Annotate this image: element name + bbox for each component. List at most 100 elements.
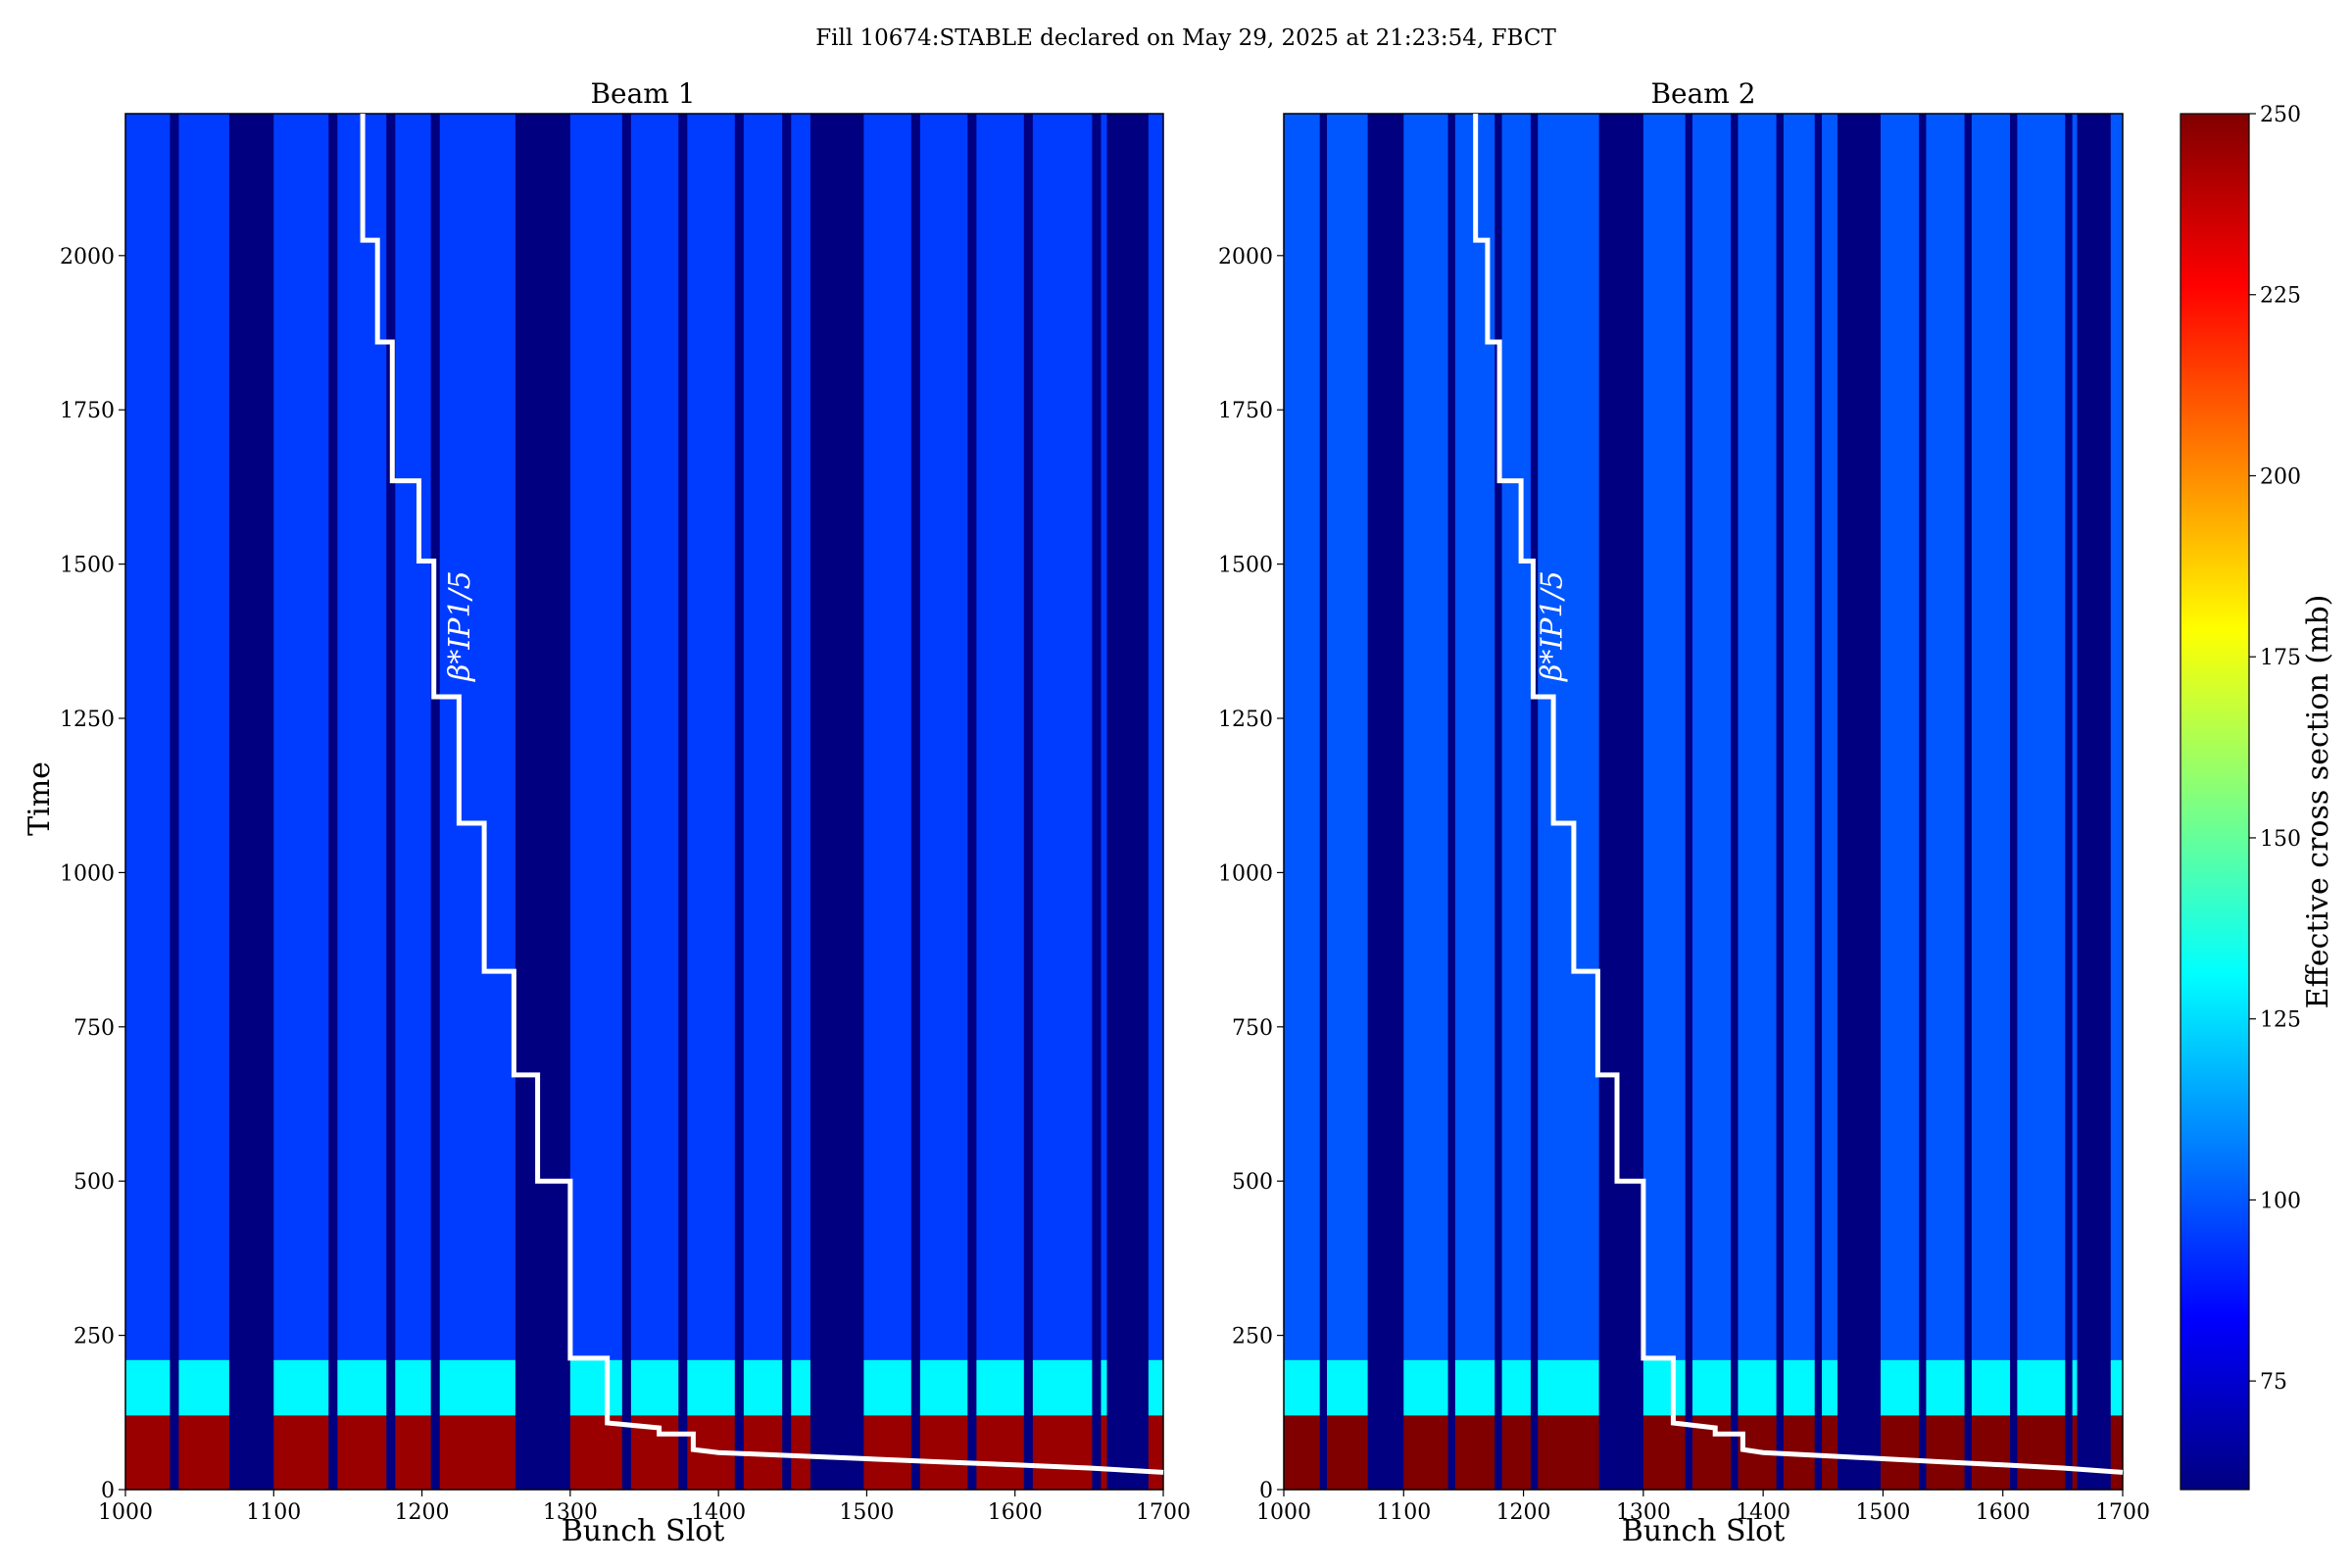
heatmap-train-bulk [791, 114, 810, 1360]
heatmap-train-midband [439, 1359, 515, 1416]
x-tick-label: 1600 [988, 1500, 1043, 1525]
heatmap-train-midband [395, 1359, 431, 1416]
heatmap-train-midband [1148, 1359, 1163, 1416]
beta-star-label: β*IP1/5 [443, 570, 477, 682]
heatmap-train-high [439, 1415, 515, 1490]
beam1-ticks: 1000 1100 1200 1300 1400 1500 1600 1700 0 250 500 7… [60, 245, 1191, 1525]
colorbar-gradient [2180, 113, 2250, 1491]
heatmap-train-midband [337, 1359, 387, 1416]
heatmap-train-high [919, 1415, 968, 1490]
heatmap-train-high [2110, 1415, 2123, 1490]
x-tick-label: 1400 [691, 1500, 746, 1525]
axes-frame [124, 113, 1164, 1491]
colorbar-tick-label: 100 [2260, 1189, 2301, 1213]
heatmap-train-bulk [125, 114, 171, 1360]
x-tick-label: 1600 [1976, 1500, 2031, 1525]
heatmap-train-high [1148, 1415, 1163, 1490]
heatmap-train-high [569, 1415, 622, 1490]
heatmap-train-high [976, 1415, 1024, 1490]
colorbar-tick-label: 225 [2260, 284, 2301, 309]
heatmap-train-bulk [1691, 114, 1732, 1360]
heatmap-train-bulk [630, 114, 679, 1360]
heatmap-train-bulk [1327, 114, 1368, 1360]
heatmap-train-midband [919, 1359, 968, 1416]
beam1-title: Beam 1 [590, 77, 695, 110]
colorbar-tick-label: 250 [2260, 103, 2301, 127]
heatmap-train-bulk [919, 114, 968, 1360]
heatmap-train-midband [178, 1359, 229, 1416]
x-tick-label: 1700 [1136, 1500, 1191, 1525]
heatmap-train-bulk [2072, 114, 2078, 1360]
figure-suptitle: Fill 10674:STABLE declared on May 29, 20… [815, 25, 1556, 51]
heatmap-train-midband [1822, 1359, 1838, 1416]
x-tick-label: 1500 [839, 1500, 894, 1525]
heatmap-train-bulk [2017, 114, 2066, 1360]
heatmap-train-high [1101, 1415, 1107, 1490]
heatmap-train-midband [1403, 1359, 1448, 1416]
beam2-panel: Beam 2 1000 1100 1200 1300 1400 1500 1600 1700 0… [1218, 77, 2150, 1548]
beam2-beta-star-line: β*IP1/5 [1473, 114, 2124, 1475]
colorbar-tick-label: 175 [2260, 646, 2301, 670]
heatmap-train-midband [1032, 1359, 1093, 1416]
y-tick-label: 2000 [60, 245, 115, 270]
colorbar-tick-label: 75 [2260, 1370, 2287, 1395]
heatmap-train-midband [1327, 1359, 1368, 1416]
heatmap-train-midband [1538, 1359, 1599, 1416]
heatmap-train-midband [1738, 1359, 1777, 1416]
heatmap-train-high [1880, 1415, 1920, 1490]
y-tick-label: 1250 [60, 708, 115, 732]
heatmap-train-bulk [273, 114, 329, 1360]
heatmap-train-high [1327, 1415, 1368, 1490]
heatmap-train-bulk [1783, 114, 1815, 1360]
heatmap-train-bulk [1926, 114, 1965, 1360]
beam1-beta-star-line: β*IP1/5 [360, 114, 1164, 1475]
heatmap-train-bulk [687, 114, 735, 1360]
heatmap-train-midband [1691, 1359, 1732, 1416]
heatmap-train-bulk [569, 114, 622, 1360]
heatmap-train-midband [1926, 1359, 1965, 1416]
heatmap-train-midband [743, 1359, 783, 1416]
heatmap-train-bulk [1738, 114, 1777, 1360]
heatmap-train-midband [1454, 1359, 1495, 1416]
beam2-title: Beam 2 [1650, 77, 1755, 110]
heatmap-train-high [1642, 1415, 1686, 1490]
heatmap-train-midband [273, 1359, 329, 1416]
heatmap-train-bulk [743, 114, 783, 1360]
heatmap-train-high [1822, 1415, 1838, 1490]
heatmap-train-midband [1783, 1359, 1815, 1416]
x-tick-label: 1300 [543, 1500, 598, 1525]
heatmap-train-midband [1880, 1359, 1920, 1416]
heatmap-train-high [125, 1415, 171, 1490]
heatmap-train-midband [125, 1359, 171, 1416]
y-tick-label: 2000 [1218, 245, 1273, 270]
heatmap-train-high [791, 1415, 810, 1490]
heatmap-train-midband [1971, 1359, 2011, 1416]
beam1-ylabel: Time [23, 761, 57, 836]
y-tick-label: 0 [1259, 1479, 1273, 1503]
heatmap-train-midband [1284, 1359, 1320, 1416]
y-tick-label: 250 [74, 1325, 115, 1349]
colorbar-ticks: 75 100 125 150 175 200 225 250 [2249, 103, 2301, 1395]
heatmap-train-high [1926, 1415, 1965, 1490]
heatmap-train-midband [863, 1359, 911, 1416]
heatmap-train-midband [791, 1359, 810, 1416]
beta-star-staircase [1473, 114, 2124, 1475]
heatmap-train-bulk [439, 114, 515, 1360]
heatmap-train-bulk [1971, 114, 2011, 1360]
colorbar-label: Effective cross section (mb) [2301, 595, 2335, 1009]
y-tick-label: 1000 [1218, 861, 1273, 886]
heatmap-train-high [1454, 1415, 1495, 1490]
heatmap-train-high [1538, 1415, 1599, 1490]
beam1-heatmap [124, 113, 1164, 1491]
y-tick-label: 1250 [1218, 708, 1273, 732]
heatmap-train-bulk [1822, 114, 1838, 1360]
y-tick-label: 1750 [60, 399, 115, 423]
y-tick-label: 750 [1232, 1016, 1273, 1041]
heatmap-train-midband [1642, 1359, 1686, 1416]
heatmap-train-high [273, 1415, 329, 1490]
heatmap-train-midband [2072, 1359, 2078, 1416]
heatmap-train-bulk [1538, 114, 1599, 1360]
y-tick-label: 250 [1232, 1325, 1273, 1349]
beta-star-staircase [360, 114, 1164, 1475]
heatmap-train-bulk [395, 114, 431, 1360]
